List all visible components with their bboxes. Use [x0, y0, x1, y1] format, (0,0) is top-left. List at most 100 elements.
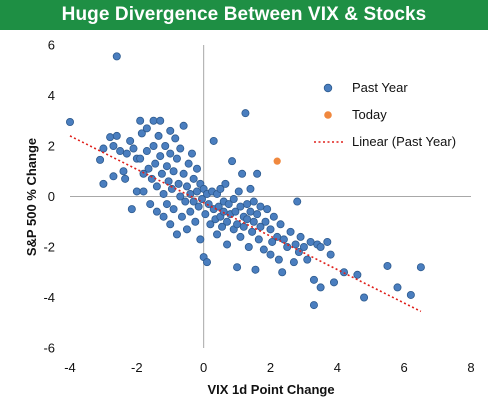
- data-point: [132, 187, 141, 196]
- data-point: [66, 118, 75, 127]
- data-point: [129, 144, 138, 153]
- legend-label-linear: Linear (Past Year): [352, 134, 456, 149]
- y-tick-label: -4: [43, 290, 55, 305]
- data-point: [203, 258, 212, 267]
- data-point: [329, 278, 338, 287]
- legend-marker-past-year: [323, 83, 333, 93]
- data-point: [243, 215, 252, 224]
- data-point: [179, 169, 188, 178]
- data-point: [278, 268, 287, 277]
- data-point: [172, 230, 181, 239]
- data-point: [152, 182, 161, 191]
- data-point: [172, 154, 181, 163]
- x-tick-labels: -4 -2 0 2 4 6 8: [64, 360, 474, 375]
- data-point: [152, 207, 161, 216]
- data-point: [169, 167, 178, 176]
- data-point: [149, 116, 158, 125]
- y-tick-label: 6: [48, 38, 55, 53]
- data-point: [99, 144, 108, 153]
- data-point: [309, 301, 318, 310]
- data-point: [296, 232, 305, 241]
- y-tick-label: 0: [48, 189, 55, 204]
- data-point: [223, 217, 232, 226]
- data-point: [166, 149, 175, 158]
- data-point: [201, 210, 210, 219]
- data-point: [194, 202, 203, 211]
- data-point: [196, 235, 205, 244]
- data-point: [303, 255, 312, 264]
- data-point: [171, 134, 180, 143]
- data-point: [176, 192, 185, 201]
- data-point: [122, 149, 131, 158]
- data-point: [276, 220, 285, 229]
- data-point: [323, 237, 332, 246]
- data-point: [112, 131, 121, 140]
- data-point: [126, 136, 135, 145]
- data-point: [169, 205, 178, 214]
- x-tick-label: -4: [64, 360, 76, 375]
- data-point: [289, 258, 298, 267]
- x-axis-title: VIX 1d Point Change: [207, 382, 334, 397]
- data-point: [162, 200, 171, 209]
- data-point: [406, 290, 415, 299]
- data-point: [254, 235, 263, 244]
- x-tick-label: 0: [200, 360, 207, 375]
- data-point: [246, 184, 255, 193]
- data-point: [259, 245, 268, 254]
- data-point: [144, 164, 153, 173]
- data-point: [116, 147, 125, 156]
- data-point: [231, 207, 240, 216]
- x-tick-label: 4: [334, 360, 341, 375]
- x-tick-label: -2: [131, 360, 143, 375]
- data-point: [209, 136, 218, 145]
- data-point: [263, 205, 272, 214]
- data-point: [224, 200, 233, 209]
- data-point: [273, 232, 282, 241]
- data-point: [106, 133, 115, 142]
- data-point: [139, 187, 148, 196]
- data-point: [233, 220, 242, 229]
- data-point: [187, 149, 196, 158]
- data-point: [218, 222, 227, 231]
- y-tick-label: -6: [43, 341, 55, 356]
- data-point: [162, 162, 171, 171]
- y-axis-title: S&P 500 % Change: [24, 138, 39, 256]
- axes: [70, 45, 471, 348]
- data-point: [266, 225, 275, 234]
- data-point: [99, 179, 108, 188]
- y-tick-label: 2: [48, 139, 55, 154]
- data-point: [283, 242, 292, 251]
- data-point: [249, 197, 258, 206]
- data-point: [326, 250, 335, 259]
- data-point: [393, 283, 402, 292]
- data-point: [294, 248, 303, 257]
- data-point: [166, 126, 175, 135]
- data-point: [266, 250, 275, 259]
- data-point: [191, 217, 200, 226]
- data-point: [256, 202, 265, 211]
- data-point: [142, 147, 151, 156]
- data-point: [112, 52, 121, 61]
- x-tick-label: 8: [467, 360, 474, 375]
- data-point: [204, 200, 213, 209]
- data-point: [299, 242, 308, 251]
- data-point: [161, 141, 170, 150]
- data-point: [109, 172, 118, 181]
- legend-label-today: Today: [352, 107, 387, 122]
- data-point: [236, 232, 245, 241]
- data-point: [136, 154, 145, 163]
- data-point: [219, 207, 228, 216]
- data-point: [119, 167, 128, 176]
- chart-title: Huge Divergence Between VIX & Stocks: [0, 0, 488, 30]
- data-point: [246, 207, 255, 216]
- data-point: [243, 200, 252, 209]
- data-point: [241, 109, 250, 118]
- data-point: [293, 197, 302, 206]
- data-point: [154, 131, 163, 140]
- data-point: [149, 141, 158, 150]
- data-point: [186, 207, 195, 216]
- data-point: [221, 179, 230, 188]
- data-point: [179, 121, 188, 130]
- data-point: [244, 242, 253, 251]
